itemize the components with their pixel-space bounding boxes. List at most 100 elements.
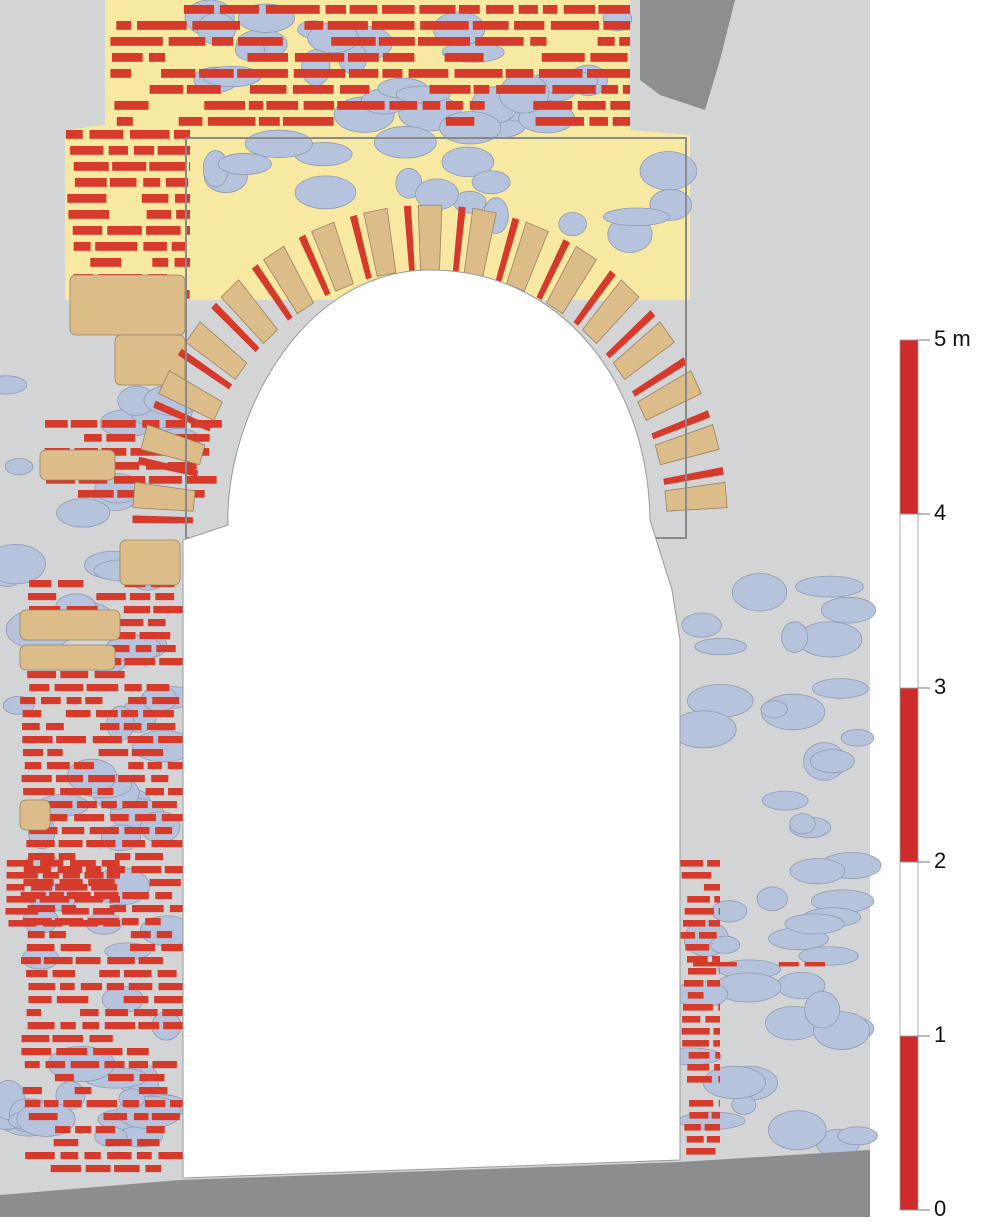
brick (423, 101, 441, 110)
brick (382, 5, 415, 14)
brick (124, 827, 149, 834)
brick (161, 944, 183, 951)
brick (107, 957, 135, 964)
brick (74, 162, 109, 171)
brick (687, 1064, 709, 1071)
brick (21, 1048, 51, 1055)
brick (142, 194, 169, 203)
brick (304, 21, 323, 30)
brick (28, 931, 45, 938)
brick (684, 980, 703, 987)
brick (712, 1112, 720, 1119)
stone (790, 814, 815, 834)
brick (712, 956, 720, 963)
brick (779, 962, 799, 966)
brick (124, 606, 150, 613)
brick (682, 872, 712, 879)
brick (27, 1009, 42, 1016)
brick (116, 21, 131, 30)
brick (122, 918, 139, 925)
scale-bar: 012345 m (900, 326, 971, 1217)
brick (705, 1016, 720, 1023)
brick (99, 749, 129, 756)
brick (148, 619, 166, 626)
brick (149, 162, 185, 171)
stone (640, 152, 697, 191)
brick (389, 101, 417, 110)
brick (60, 1022, 75, 1029)
brick (610, 101, 630, 110)
brick (85, 697, 102, 704)
brick (23, 749, 43, 756)
brick (22, 1035, 50, 1042)
brick (87, 1100, 118, 1107)
brick (158, 970, 177, 977)
stone (682, 613, 722, 637)
brick (719, 908, 720, 915)
brick (175, 258, 190, 267)
brick (707, 1136, 720, 1143)
brick (719, 968, 720, 975)
brick (103, 920, 120, 927)
brick (134, 1009, 158, 1016)
brick (175, 194, 190, 203)
brick (705, 1124, 720, 1131)
brick (420, 21, 469, 30)
brick (162, 1009, 183, 1016)
brick (103, 1113, 127, 1120)
scale-label: 1 (934, 1022, 946, 1047)
brick (699, 932, 717, 939)
brick (47, 762, 70, 769)
brick (151, 775, 168, 782)
brick (61, 1152, 79, 1159)
brick (168, 762, 183, 769)
brick (714, 896, 720, 903)
brick (78, 490, 114, 498)
brick (7, 872, 38, 879)
brick (6, 884, 24, 891)
brick (184, 5, 214, 14)
brick (28, 593, 56, 600)
scale-segment (900, 862, 918, 1036)
brick (91, 884, 117, 891)
brick (29, 684, 49, 691)
ashlar (20, 610, 120, 640)
brick (687, 956, 708, 963)
brick (686, 1148, 715, 1155)
brick (26, 840, 54, 847)
brick (684, 1124, 700, 1131)
brick (166, 420, 187, 428)
brick (152, 697, 179, 704)
brick (150, 879, 181, 886)
brick (56, 1048, 87, 1055)
brick (169, 37, 206, 46)
brick (349, 69, 378, 78)
brick (473, 21, 509, 30)
brick (93, 908, 114, 915)
brick (715, 1052, 720, 1059)
brick (681, 932, 695, 939)
brick (147, 684, 170, 691)
brick (26, 970, 47, 977)
brick (130, 944, 155, 951)
brick (63, 1100, 81, 1107)
brick (127, 1048, 149, 1055)
brick (23, 1087, 42, 1094)
brick (204, 101, 245, 110)
brick (7, 860, 34, 867)
brick (60, 788, 92, 795)
brick (55, 684, 84, 691)
brick (328, 21, 368, 30)
brick (23, 788, 55, 795)
brick (687, 896, 710, 903)
brick (168, 788, 183, 795)
brick (687, 1136, 704, 1143)
brick (76, 957, 101, 964)
brick (86, 1165, 111, 1172)
brick (496, 85, 545, 94)
brick (54, 1139, 79, 1146)
brick (45, 420, 68, 428)
brick (514, 21, 544, 30)
stone (810, 750, 854, 773)
scale-segment (900, 1036, 918, 1210)
